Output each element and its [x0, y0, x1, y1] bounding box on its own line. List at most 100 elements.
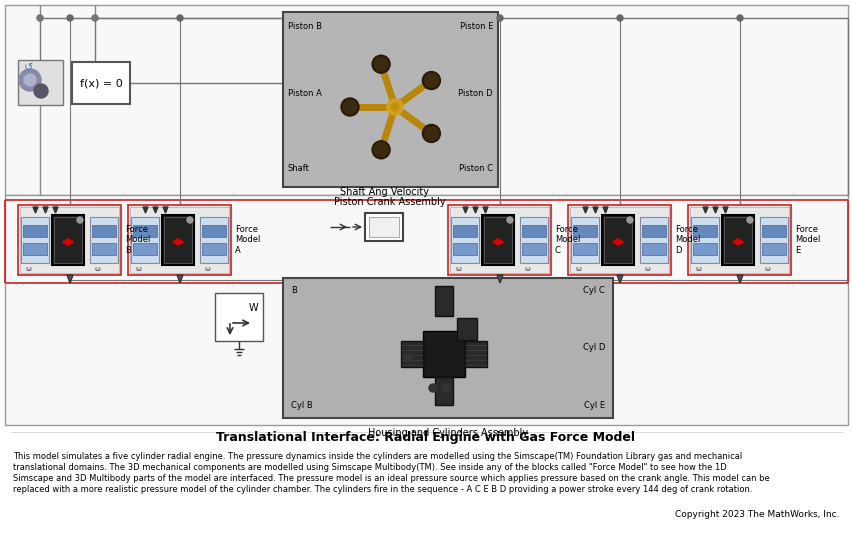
Text: ω: ω	[764, 266, 770, 272]
Text: f(x) = 0: f(x) = 0	[79, 78, 122, 88]
Text: translational domains. The 3D mechanical components are modelled using Simscape : translational domains. The 3D mechanical…	[13, 463, 726, 472]
Circle shape	[92, 15, 97, 20]
Bar	[761, 243, 785, 255]
Bar	[199, 217, 227, 263]
Text: ω: ω	[135, 266, 141, 272]
Bar	[481, 215, 514, 265]
Bar	[573, 225, 596, 237]
Circle shape	[37, 15, 43, 20]
Polygon shape	[702, 207, 707, 213]
Bar	[423, 331, 464, 377]
Text: Shaft: Shaft	[288, 164, 309, 173]
Circle shape	[34, 84, 48, 98]
Text: Piston E: Piston E	[459, 22, 492, 31]
Circle shape	[746, 217, 752, 223]
Bar	[435, 286, 452, 316]
Bar	[688, 205, 790, 275]
Circle shape	[187, 217, 193, 223]
Text: replaced with a more realistic pressure model of the cylinder chamber. The cylin: replaced with a more realistic pressure …	[13, 485, 751, 494]
Bar	[521, 243, 545, 255]
Bar	[642, 243, 665, 255]
Polygon shape	[67, 275, 73, 283]
Text: Cyl C: Cyl C	[583, 286, 604, 295]
Bar	[133, 243, 157, 255]
Bar	[692, 225, 717, 237]
Circle shape	[24, 74, 36, 86]
Bar	[130, 207, 228, 273]
Bar	[90, 217, 118, 263]
Polygon shape	[722, 207, 727, 213]
Circle shape	[441, 384, 450, 392]
Bar	[23, 225, 47, 237]
Bar	[603, 217, 631, 263]
Text: Copyright 2023 The MathWorks, Inc.: Copyright 2023 The MathWorks, Inc.	[675, 510, 839, 519]
Bar	[18, 205, 121, 275]
Bar	[761, 225, 785, 237]
Text: Simscape and 3D Multibody parts of the model are interfaced. The pressure model : Simscape and 3D Multibody parts of the m…	[13, 474, 769, 483]
Polygon shape	[177, 275, 183, 283]
Bar	[202, 243, 226, 255]
Bar	[131, 217, 158, 263]
Bar	[92, 225, 116, 237]
Circle shape	[374, 143, 388, 157]
Polygon shape	[463, 207, 468, 213]
Bar	[23, 243, 47, 255]
Bar	[723, 217, 751, 263]
Text: Piston B: Piston B	[288, 22, 321, 31]
Text: Shaft Ang Velocity: Shaft Ang Velocity	[340, 187, 429, 197]
Text: Cyl E: Cyl E	[583, 401, 604, 410]
Text: ω: ω	[695, 266, 701, 272]
Bar	[642, 225, 665, 237]
Polygon shape	[616, 275, 622, 283]
Polygon shape	[143, 207, 148, 213]
Polygon shape	[712, 207, 717, 213]
Text: ω: ω	[575, 266, 581, 272]
Bar	[690, 217, 718, 263]
Circle shape	[77, 217, 83, 223]
Text: Force
Model
B: Force Model B	[125, 225, 150, 255]
Polygon shape	[473, 207, 477, 213]
Polygon shape	[43, 207, 48, 213]
Bar	[164, 217, 192, 263]
Bar	[451, 217, 479, 263]
Bar	[162, 215, 193, 265]
Text: Housing and Cylinders Assembly: Housing and Cylinders Assembly	[367, 428, 527, 438]
Polygon shape	[153, 207, 158, 213]
Bar	[133, 225, 157, 237]
Bar	[54, 217, 82, 263]
Circle shape	[387, 99, 402, 115]
Bar	[573, 243, 596, 255]
Polygon shape	[736, 275, 742, 283]
Circle shape	[390, 103, 399, 111]
Bar	[567, 205, 671, 275]
Bar	[435, 377, 452, 405]
Circle shape	[341, 98, 359, 116]
Bar	[128, 205, 231, 275]
Circle shape	[343, 100, 357, 114]
Circle shape	[177, 15, 183, 21]
Text: ω: ω	[26, 266, 32, 272]
Circle shape	[371, 141, 389, 159]
Bar	[20, 207, 119, 273]
Bar	[452, 243, 476, 255]
Bar	[369, 217, 399, 237]
Circle shape	[497, 15, 503, 21]
Bar	[92, 243, 116, 255]
Polygon shape	[592, 207, 597, 213]
Text: Cyl B: Cyl B	[291, 401, 313, 410]
Text: Piston A: Piston A	[288, 90, 321, 98]
Bar	[692, 243, 717, 255]
Polygon shape	[33, 207, 38, 213]
Text: Force
Model
E: Force Model E	[794, 225, 820, 255]
Circle shape	[736, 15, 742, 21]
Bar	[602, 215, 633, 265]
Bar	[400, 341, 423, 367]
Bar	[5, 195, 847, 425]
Circle shape	[19, 69, 41, 91]
Circle shape	[422, 72, 440, 90]
Bar	[215, 293, 262, 341]
Bar	[569, 207, 668, 273]
Bar	[202, 225, 226, 237]
Text: ω: ω	[204, 266, 210, 272]
Bar	[18, 60, 63, 105]
